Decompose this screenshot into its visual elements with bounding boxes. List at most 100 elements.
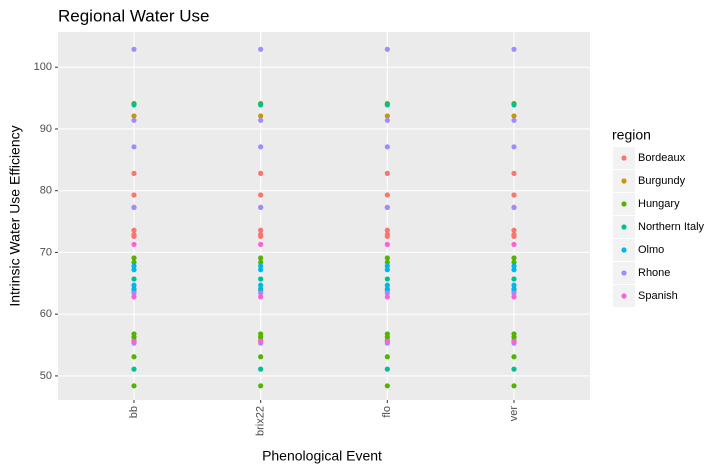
legend-label: Burgundy	[638, 175, 686, 187]
legend-label: Spanish	[638, 290, 678, 302]
point	[511, 227, 517, 233]
point	[258, 282, 264, 288]
point	[258, 259, 264, 265]
legend-marker	[621, 178, 627, 184]
point	[384, 383, 390, 389]
point	[384, 276, 390, 282]
legend-marker	[621, 224, 627, 230]
point	[131, 255, 137, 261]
point	[384, 192, 390, 198]
point	[131, 117, 137, 123]
point	[511, 241, 517, 248]
point	[131, 354, 137, 360]
point	[511, 259, 517, 265]
point	[131, 263, 137, 269]
point	[384, 170, 390, 176]
point	[384, 233, 390, 239]
legend-label: Bordeaux	[638, 152, 686, 164]
point	[258, 267, 264, 273]
point	[131, 286, 137, 292]
chart-title: Regional Water Use	[58, 6, 210, 25]
point	[511, 192, 517, 198]
point	[131, 192, 137, 198]
point	[131, 233, 137, 239]
point	[131, 338, 137, 344]
point	[384, 366, 390, 372]
point	[511, 338, 517, 344]
point	[384, 241, 390, 248]
point	[384, 286, 390, 292]
point	[384, 282, 390, 288]
point	[258, 46, 264, 52]
point	[384, 338, 390, 344]
point	[258, 263, 264, 269]
point	[384, 102, 390, 108]
point	[384, 294, 390, 300]
point	[511, 102, 517, 108]
point	[384, 227, 390, 233]
point	[131, 170, 137, 176]
point	[131, 334, 137, 340]
point	[258, 286, 264, 292]
point	[511, 267, 517, 273]
point	[258, 354, 264, 360]
point	[258, 255, 264, 261]
point	[511, 334, 517, 340]
legend-marker	[621, 270, 627, 276]
point	[511, 366, 517, 372]
point	[511, 170, 517, 176]
point	[131, 294, 137, 300]
point	[511, 255, 517, 261]
point	[258, 338, 264, 344]
legend-title: region	[612, 127, 651, 143]
point	[384, 144, 390, 150]
x-axis-title: Phenological Event	[262, 448, 382, 464]
x-tick-label: brix22	[255, 406, 267, 436]
point	[511, 290, 517, 296]
point	[511, 233, 517, 239]
point	[131, 290, 137, 296]
point	[258, 117, 264, 123]
legend-marker	[621, 293, 627, 299]
point	[384, 113, 390, 119]
point	[511, 46, 517, 52]
point	[511, 276, 517, 282]
point	[384, 334, 390, 340]
point	[131, 383, 137, 389]
point	[384, 267, 390, 273]
point	[258, 290, 264, 296]
point	[131, 46, 137, 52]
point	[511, 144, 517, 150]
point	[384, 255, 390, 261]
x-tick-label: bb	[128, 406, 140, 418]
point	[384, 259, 390, 265]
point	[258, 192, 264, 198]
legend-marker	[621, 155, 627, 161]
y-tick-label: 80	[40, 185, 52, 197]
point	[131, 113, 137, 119]
point	[511, 113, 517, 119]
point	[131, 102, 137, 108]
point	[511, 263, 517, 269]
y-tick-label: 70	[40, 246, 52, 258]
point	[131, 276, 137, 282]
point	[258, 294, 264, 300]
point	[131, 204, 137, 210]
point	[131, 259, 137, 265]
legend-marker	[621, 247, 627, 253]
point	[384, 204, 390, 210]
point	[384, 354, 390, 360]
point	[511, 204, 517, 210]
point	[258, 113, 264, 119]
point	[258, 241, 264, 248]
point	[511, 117, 517, 123]
point	[258, 233, 264, 239]
point	[131, 144, 137, 150]
point	[511, 354, 517, 360]
point	[384, 263, 390, 269]
x-tick-label: ver	[508, 406, 520, 422]
y-tick-label: 90	[40, 123, 52, 135]
point	[384, 290, 390, 296]
point	[258, 276, 264, 282]
